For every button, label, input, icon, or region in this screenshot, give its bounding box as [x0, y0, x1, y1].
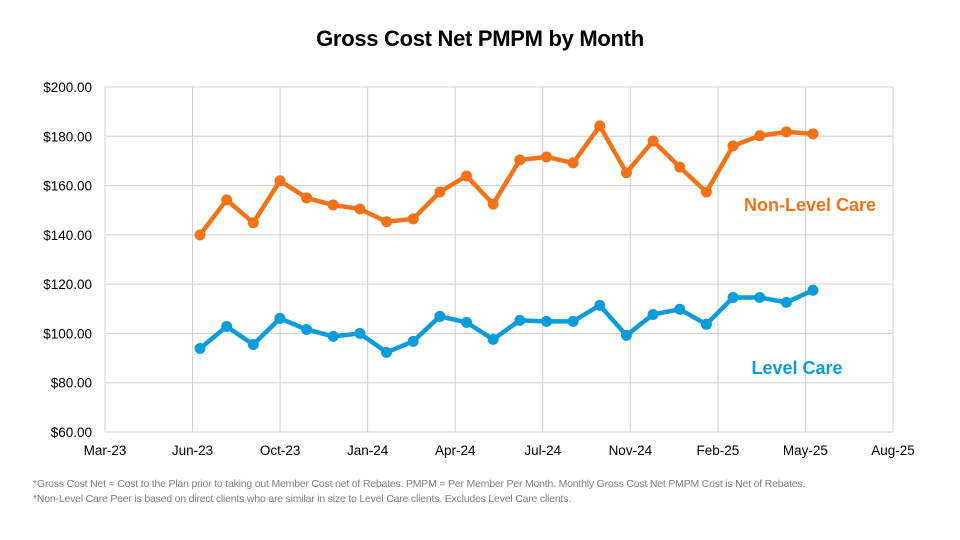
- data-point: [221, 194, 233, 206]
- data-point: [301, 323, 313, 335]
- data-point: [434, 310, 446, 322]
- data-point: [754, 291, 766, 303]
- data-point: [567, 315, 579, 327]
- series-line-level-care: [198, 288, 814, 355]
- data-point: [327, 330, 339, 342]
- data-point: [567, 157, 579, 169]
- data-point: [674, 161, 686, 173]
- data-point: [221, 321, 233, 333]
- chart-title: Gross Cost Net PMPM by Month: [316, 26, 644, 51]
- y-tick-label: $160.00: [43, 179, 92, 194]
- data-point: [354, 327, 366, 339]
- data-point: [381, 346, 393, 358]
- data-point: [407, 335, 419, 347]
- data-point: [594, 120, 606, 132]
- data-point: [407, 213, 419, 225]
- data-point: [514, 314, 526, 326]
- data-point: [247, 217, 259, 229]
- footnote-2: *Non-Level Care Peer is based on direct …: [33, 493, 571, 505]
- x-tick-label: Jan-24: [347, 443, 389, 458]
- x-tick-label: Feb-25: [696, 443, 739, 458]
- data-point: [647, 308, 659, 320]
- x-tick-label: Aug-25: [871, 443, 915, 458]
- x-tick-label: Nov-24: [609, 443, 653, 458]
- series-label-non-level-care: Non-Level Care: [744, 195, 876, 215]
- data-point: [194, 342, 206, 354]
- data-point: [461, 316, 473, 328]
- data-point: [301, 192, 313, 204]
- data-point: [807, 128, 819, 140]
- x-tick-label: Apr-24: [435, 443, 476, 458]
- series-label-level-care: Level Care: [751, 358, 842, 378]
- data-point: [194, 229, 206, 241]
- data-point: [807, 284, 819, 296]
- data-point: [274, 175, 286, 187]
- data-point: [327, 199, 339, 211]
- data-point: [727, 140, 739, 152]
- data-point: [647, 135, 659, 147]
- y-tick-label: $80.00: [51, 376, 92, 391]
- data-point: [754, 130, 766, 142]
- footnote-1: *Gross Cost Net = Cost to the Plan prior…: [33, 478, 806, 490]
- data-point: [354, 203, 366, 215]
- y-tick-label: $180.00: [43, 129, 92, 144]
- data-point: [780, 296, 792, 308]
- x-tick-label: Jun-23: [172, 443, 213, 458]
- data-point: [461, 170, 473, 182]
- data-point: [700, 186, 712, 198]
- x-tick-label: Oct-23: [260, 443, 301, 458]
- x-tick-label: Jul-24: [524, 443, 561, 458]
- data-point: [434, 186, 446, 198]
- data-point: [514, 154, 526, 166]
- data-point: [274, 312, 286, 324]
- data-point: [487, 198, 499, 210]
- x-tick-label: Mar-23: [84, 443, 127, 458]
- data-point: [247, 339, 259, 351]
- data-point: [674, 303, 686, 315]
- x-tick-label: May-25: [783, 443, 828, 458]
- data-point: [700, 318, 712, 330]
- data-point: [540, 151, 552, 163]
- y-tick-label: $120.00: [43, 277, 92, 292]
- data-point: [620, 329, 632, 341]
- data-point: [381, 216, 393, 228]
- data-point: [727, 291, 739, 303]
- y-tick-label: $200.00: [43, 80, 92, 95]
- data-point: [620, 167, 632, 179]
- y-tick-label: $140.00: [43, 228, 92, 243]
- data-point: [540, 315, 552, 327]
- data-point: [594, 299, 606, 311]
- y-tick-label: $100.00: [43, 326, 92, 341]
- y-tick-label: $60.00: [51, 425, 92, 440]
- data-point: [780, 126, 792, 138]
- data-point: [487, 333, 499, 345]
- series-line-non-level-care: [198, 123, 814, 237]
